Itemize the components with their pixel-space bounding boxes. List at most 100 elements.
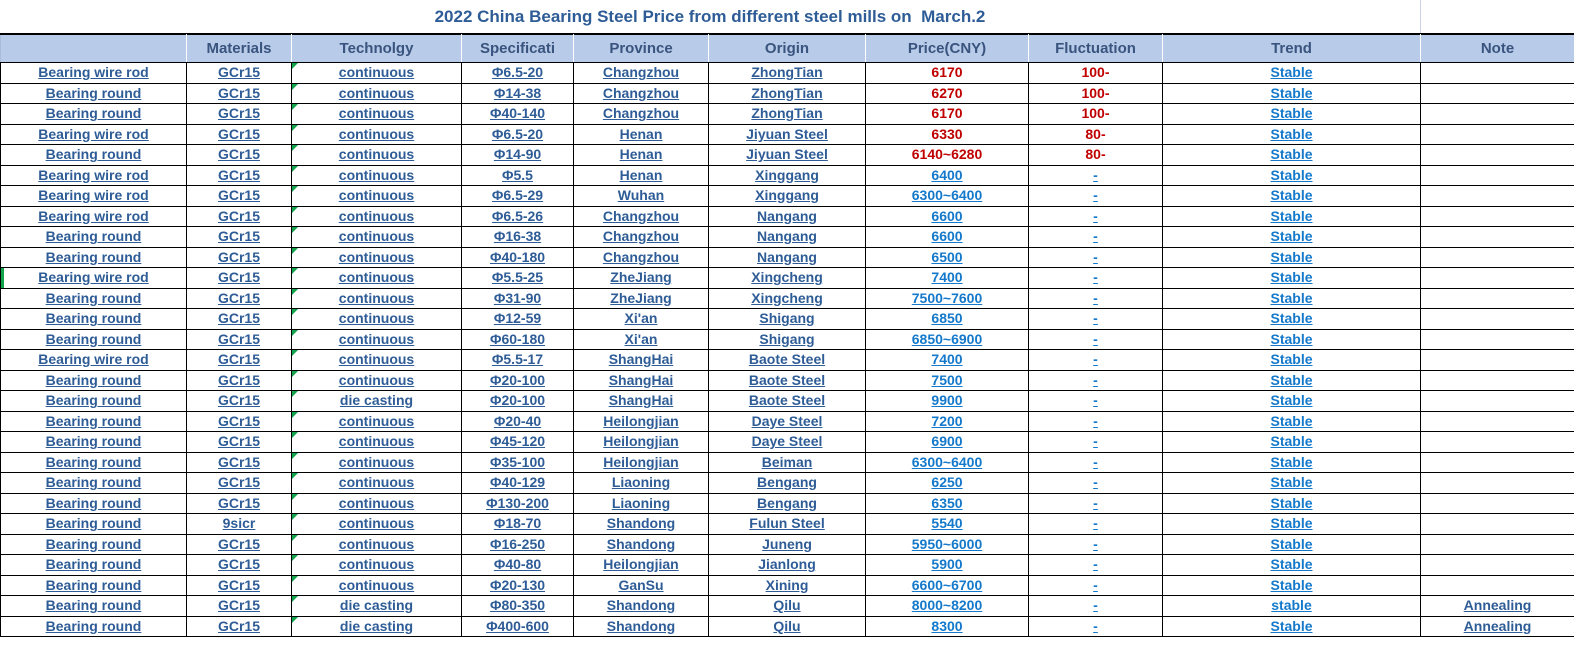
cell-fluctuation[interactable]: - — [1028, 328, 1163, 350]
cell-price[interactable]: 6400 — [865, 164, 1029, 186]
cell-note[interactable] — [1420, 82, 1574, 104]
cell-trend[interactable]: Stable — [1162, 574, 1421, 596]
cell-trend[interactable]: Stable — [1162, 185, 1421, 207]
cell-product[interactable]: Bearing round — [0, 410, 187, 432]
table-row[interactable]: Bearing round GCr15 die casting Φ20-100 Shan… — [0, 390, 1574, 412]
cell-origin[interactable]: Juneng — [708, 533, 866, 555]
cell-fluctuation[interactable]: - — [1028, 574, 1163, 596]
cell-technolgy[interactable]: continuous — [291, 103, 462, 125]
table-row[interactable]: Bearing round GCr15 die casting Φ400-600 Sha… — [0, 615, 1574, 637]
cell-note[interactable] — [1420, 62, 1574, 84]
cell-specificati[interactable]: Φ6.5-29 — [461, 185, 574, 207]
cell-note[interactable]: Annealing — [1420, 595, 1574, 617]
table-row[interactable]: Bearing round 9sicr continuous Φ18-70 Shando… — [0, 513, 1574, 535]
table-row[interactable]: Bearing round GCr15 continuous Φ45-120 Heilo… — [0, 431, 1574, 453]
table-row[interactable]: Bearing wire rod GCr15 continuous Φ6.5-20 He… — [0, 123, 1574, 145]
cell-materials[interactable]: GCr15 — [186, 287, 292, 309]
cell-price[interactable]: 7500~7600 — [865, 287, 1029, 309]
cell-note[interactable] — [1420, 574, 1574, 596]
table-row[interactable]: Bearing round GCr15 continuous Φ40-129 Liaon… — [0, 472, 1574, 494]
cell-specificati[interactable]: Φ20-100 — [461, 390, 574, 412]
cell-technolgy[interactable]: continuous — [291, 533, 462, 555]
cell-note[interactable] — [1420, 349, 1574, 371]
cell-price[interactable]: 6900 — [865, 431, 1029, 453]
cell-trend[interactable]: Stable — [1162, 246, 1421, 268]
column-header-trend[interactable]: Trend — [1162, 34, 1421, 63]
cell-trend[interactable]: Stable — [1162, 308, 1421, 330]
cell-province[interactable]: Shandong — [573, 595, 709, 617]
cell-price[interactable]: 6600 — [865, 226, 1029, 248]
cell-specificati[interactable]: Φ6.5-26 — [461, 205, 574, 227]
cell-price[interactable]: 6270 — [865, 82, 1029, 104]
cell-origin[interactable]: ZhongTian — [708, 62, 866, 84]
cell-trend[interactable]: Stable — [1162, 103, 1421, 125]
cell-price[interactable]: 9900 — [865, 390, 1029, 412]
cell-product[interactable]: Bearing round — [0, 328, 187, 350]
cell-note[interactable] — [1420, 205, 1574, 227]
cell-origin[interactable]: Xining — [708, 574, 866, 596]
cell-specificati[interactable]: Φ35-100 — [461, 451, 574, 473]
cell-province[interactable]: Shandong — [573, 533, 709, 555]
cell-product[interactable]: Bearing round — [0, 492, 187, 514]
cell-province[interactable]: Changzhou — [573, 226, 709, 248]
cell-product[interactable]: Bearing round — [0, 595, 187, 617]
cell-fluctuation[interactable]: 80- — [1028, 123, 1163, 145]
cell-province[interactable]: Liaoning — [573, 492, 709, 514]
cell-note[interactable] — [1420, 267, 1574, 289]
cell-origin[interactable]: Jiyuan Steel — [708, 123, 866, 145]
table-row[interactable]: Bearing wire rod GCr15 continuous Φ6.5-29 Wu… — [0, 185, 1574, 207]
cell-origin[interactable]: Xinggang — [708, 164, 866, 186]
cell-fluctuation[interactable]: - — [1028, 595, 1163, 617]
cell-price[interactable]: 6500 — [865, 246, 1029, 268]
cell-province[interactable]: Changzhou — [573, 246, 709, 268]
cell-trend[interactable]: Stable — [1162, 431, 1421, 453]
cell-technolgy[interactable]: die casting — [291, 595, 462, 617]
cell-province[interactable]: Heilongjian — [573, 554, 709, 576]
cell-product[interactable]: Bearing round — [0, 513, 187, 535]
cell-product[interactable]: Bearing round — [0, 287, 187, 309]
cell-price[interactable]: 8300 — [865, 615, 1029, 637]
cell-price[interactable]: 6850 — [865, 308, 1029, 330]
cell-materials[interactable]: GCr15 — [186, 103, 292, 125]
cell-trend[interactable]: Stable — [1162, 349, 1421, 371]
cell-province[interactable]: Heilongjian — [573, 451, 709, 473]
cell-materials[interactable]: GCr15 — [186, 164, 292, 186]
cell-note[interactable] — [1420, 185, 1574, 207]
cell-fluctuation[interactable]: - — [1028, 287, 1163, 309]
cell-technolgy[interactable]: continuous — [291, 431, 462, 453]
cell-trend[interactable]: Stable — [1162, 328, 1421, 350]
cell-trend[interactable]: Stable — [1162, 472, 1421, 494]
table-row[interactable]: Bearing round GCr15 continuous Φ20-130 GanSu… — [0, 574, 1574, 596]
cell-trend[interactable]: stable — [1162, 595, 1421, 617]
cell-product[interactable]: Bearing round — [0, 369, 187, 391]
cell-product[interactable]: Bearing wire rod — [0, 62, 187, 84]
cell-technolgy[interactable]: continuous — [291, 246, 462, 268]
cell-fluctuation[interactable]: - — [1028, 308, 1163, 330]
table-row[interactable]: Bearing wire rod GCr15 continuous Φ5.5 Henan… — [0, 164, 1574, 186]
cell-specificati[interactable]: Φ60-180 — [461, 328, 574, 350]
cell-origin[interactable]: Fulun Steel — [708, 513, 866, 535]
cell-technolgy[interactable]: continuous — [291, 123, 462, 145]
table-row[interactable]: Bearing round GCr15 continuous Φ16-250 Shand… — [0, 533, 1574, 555]
cell-fluctuation[interactable]: 100- — [1028, 82, 1163, 104]
cell-technolgy[interactable]: continuous — [291, 308, 462, 330]
cell-product[interactable]: Bearing wire rod — [0, 349, 187, 371]
cell-specificati[interactable]: Φ40-180 — [461, 246, 574, 268]
table-row[interactable]: Bearing round GCr15 continuous Φ20-100 Shang… — [0, 369, 1574, 391]
cell-materials[interactable]: GCr15 — [186, 472, 292, 494]
cell-technolgy[interactable]: continuous — [291, 226, 462, 248]
cell-product[interactable]: Bearing wire rod — [0, 123, 187, 145]
cell-trend[interactable]: Stable — [1162, 554, 1421, 576]
cell-fluctuation[interactable]: - — [1028, 267, 1163, 289]
cell-fluctuation[interactable]: 80- — [1028, 144, 1163, 166]
cell-technolgy[interactable]: continuous — [291, 328, 462, 350]
cell-specificati[interactable]: Φ16-250 — [461, 533, 574, 555]
cell-origin[interactable]: Qilu — [708, 595, 866, 617]
cell-product[interactable]: Bearing wire rod — [0, 267, 187, 289]
cell-origin[interactable]: Beiman — [708, 451, 866, 473]
cell-origin[interactable]: ZhongTian — [708, 103, 866, 125]
cell-province[interactable]: GanSu — [573, 574, 709, 596]
cell-note[interactable] — [1420, 410, 1574, 432]
cell-specificati[interactable]: Φ14-90 — [461, 144, 574, 166]
cell-product[interactable]: Bearing round — [0, 144, 187, 166]
